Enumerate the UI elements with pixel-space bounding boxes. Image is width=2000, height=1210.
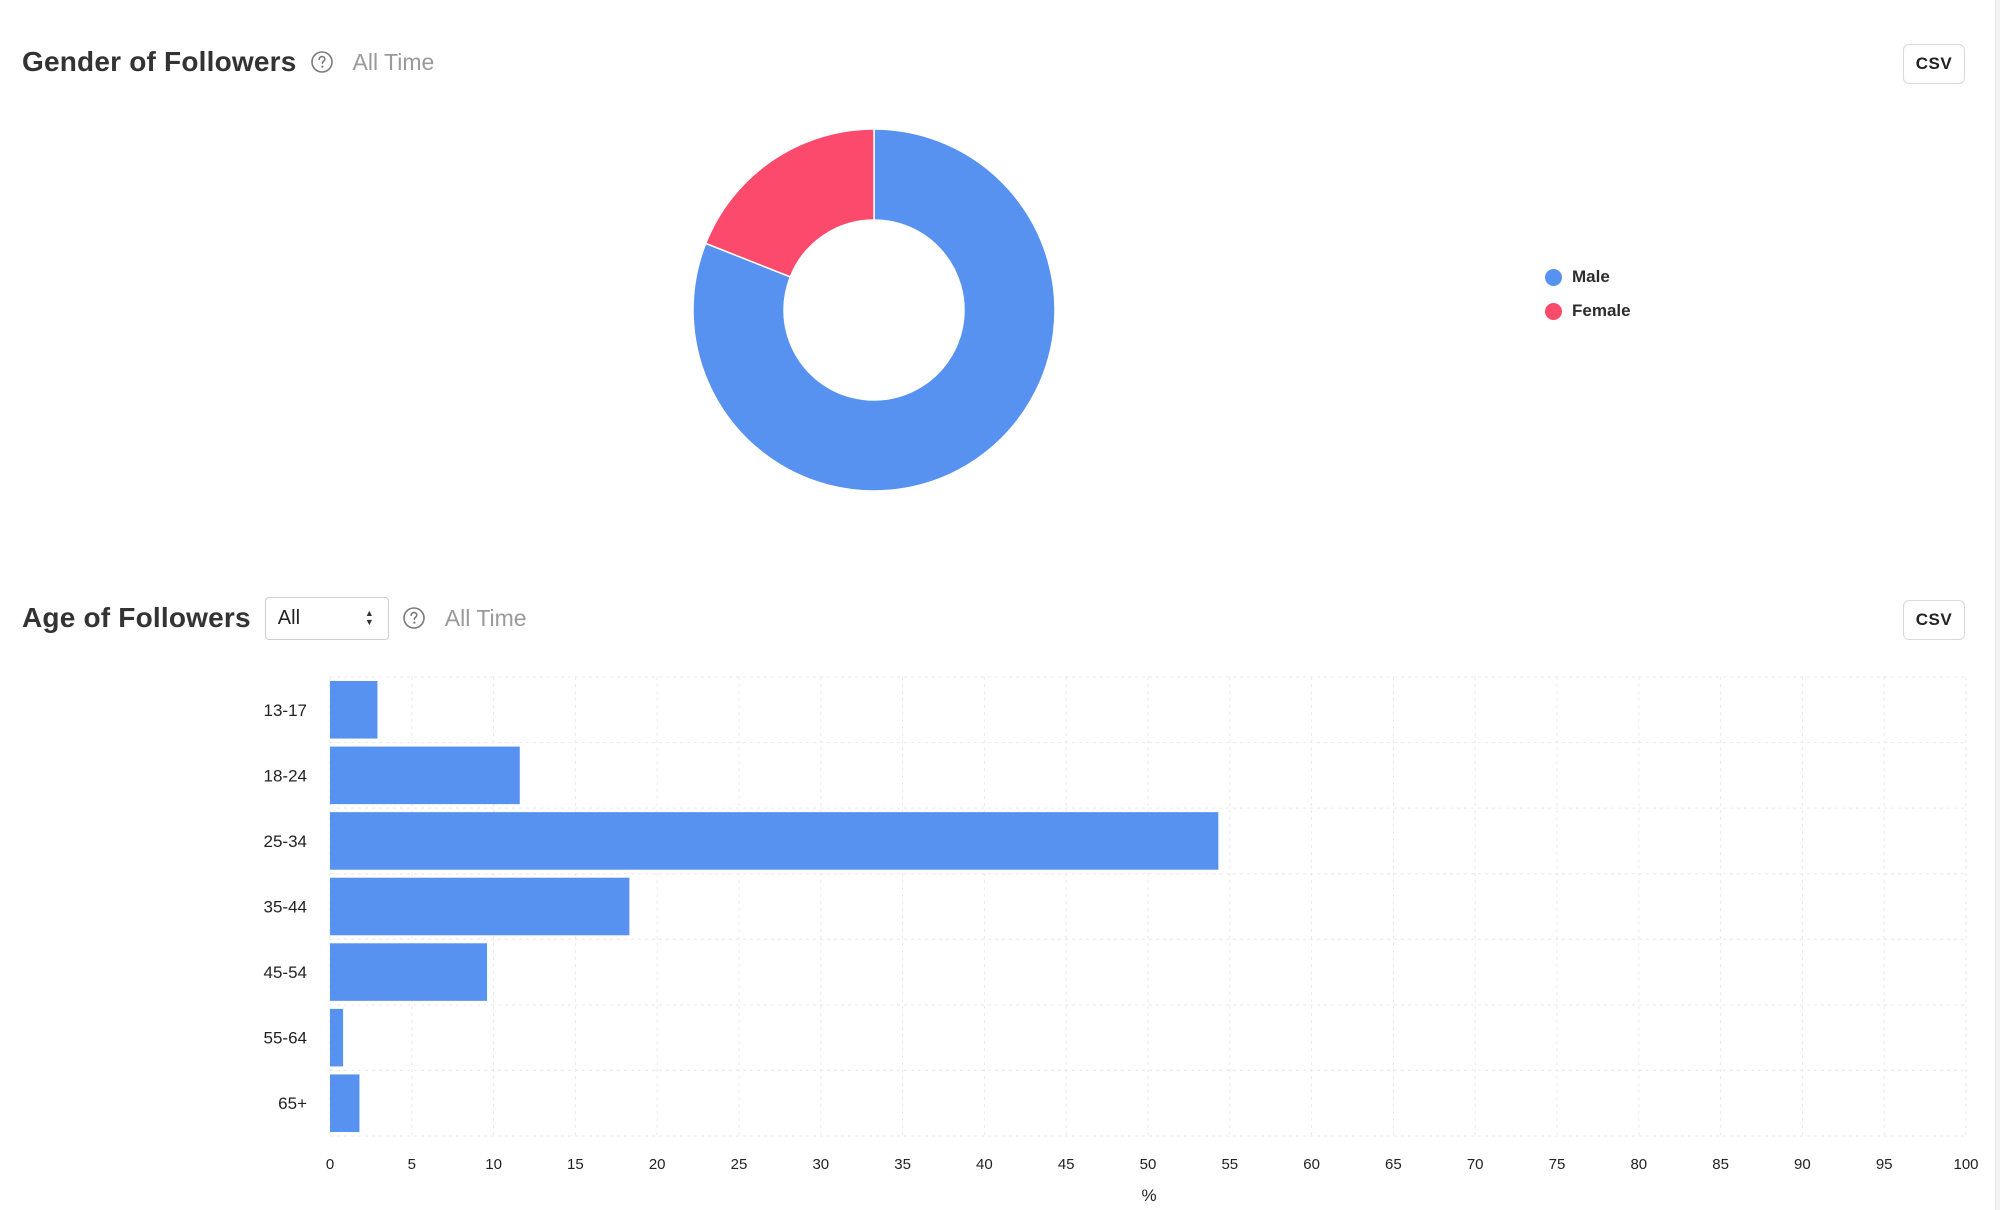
x-tick-label: 55 [1221, 1156, 1238, 1173]
bar-18-24[interactable] [330, 746, 520, 805]
age-bar-chart: 13-17 18-24 25-34 35-44 45-54 55-64 65+ 0 5 10 15 2… [264, 676, 1979, 1205]
donut-slice-female[interactable] [704, 128, 875, 278]
x-tick-label: 100 [1953, 1156, 1978, 1173]
y-tick-label: 55-64 [264, 1029, 307, 1048]
y-tick-label: 65+ [278, 1094, 307, 1113]
gender-section-header: Gender of Followers All Time [22, 40, 434, 84]
age-filter-value: All [277, 606, 301, 629]
gender-range-label: All Time [352, 48, 435, 75]
legend-label-female: Female [1572, 301, 1631, 320]
x-tick-label: 50 [1140, 1156, 1157, 1173]
x-tick-label: 30 [812, 1156, 829, 1173]
gender-section-title: Gender of Followers [22, 46, 297, 77]
x-tick-label: 60 [1303, 1156, 1320, 1173]
x-tick-label: 25 [731, 1156, 748, 1173]
legend-item-male[interactable]: Male [1545, 260, 1631, 294]
x-tick-label: 90 [1794, 1156, 1811, 1173]
bar-45-54[interactable] [330, 943, 488, 1001]
x-tick-label: 95 [1876, 1156, 1893, 1173]
x-tick-label: 35 [894, 1156, 911, 1173]
x-tick-label: 5 [408, 1156, 416, 1173]
x-tick-label: 10 [485, 1156, 502, 1173]
gender-legend: Male Female [1545, 260, 1631, 328]
donut-slice-male[interactable] [692, 128, 1056, 492]
age-csv-button[interactable]: CSV [1903, 600, 1965, 640]
x-tick-label: 80 [1630, 1156, 1647, 1173]
x-tick-label: 65 [1385, 1156, 1402, 1173]
x-tick-label: 40 [976, 1156, 993, 1173]
y-tick-label: 25-34 [264, 832, 307, 851]
x-tick-label: 0 [326, 1156, 334, 1173]
age-range-label: All Time [444, 604, 527, 631]
x-tick-label: 45 [1058, 1156, 1075, 1173]
y-tick-label: 13-17 [264, 701, 307, 720]
legend-dot-male [1545, 268, 1562, 286]
y-tick-label: 45-54 [264, 963, 307, 982]
age-filter-select[interactable]: All ▲ ▼ [264, 596, 389, 640]
x-tick-label: 85 [1712, 1156, 1729, 1173]
y-tick-label: 18-24 [264, 766, 307, 785]
bar-13-17[interactable] [330, 681, 378, 739]
y-tick-label: 35-44 [264, 898, 307, 917]
x-tick-label: 15 [567, 1156, 584, 1173]
legend-label-male: Male [1572, 267, 1610, 286]
help-icon[interactable] [309, 49, 335, 75]
page-scrollbar[interactable] [1995, 0, 2000, 1210]
age-section-header: Age of Followers All ▲ ▼ All Time [22, 596, 527, 640]
x-axis-label: % [1141, 1186, 1156, 1205]
bar-25-34[interactable] [330, 812, 1219, 870]
x-tick-label: 20 [649, 1156, 666, 1173]
x-tick-label: 75 [1549, 1156, 1566, 1173]
legend-dot-female [1545, 302, 1562, 320]
help-icon[interactable] [401, 605, 427, 631]
age-section-title: Age of Followers [22, 602, 251, 633]
gender-csv-button[interactable]: CSV [1903, 44, 1965, 84]
bar-35-44[interactable] [330, 877, 630, 936]
gender-donut-chart [692, 128, 1056, 492]
x-tick-label: 70 [1467, 1156, 1484, 1173]
bar-55-64[interactable] [330, 1008, 344, 1067]
legend-item-female[interactable]: Female [1545, 294, 1631, 328]
bar-65+[interactable] [330, 1074, 360, 1132]
sort-arrows-icon: ▲ ▼ [364, 608, 374, 627]
